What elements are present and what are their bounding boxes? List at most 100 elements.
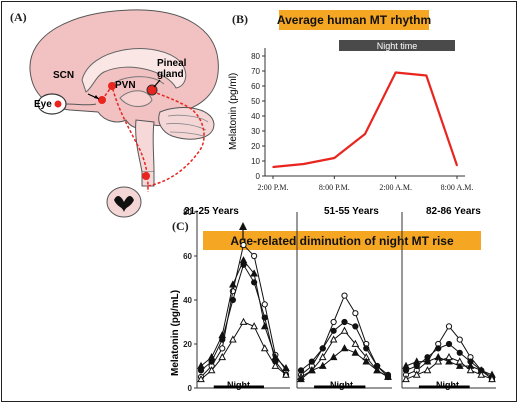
scn-arrowhead — [94, 95, 99, 99]
eye-dot — [54, 100, 62, 108]
panel-c-circle-marker — [456, 336, 463, 343]
panel-c-triangle-marker — [455, 361, 464, 369]
panel-c-triangle-marker — [207, 366, 216, 374]
sympathetic-pathway — [147, 91, 205, 187]
panel-b-x-tick-label: 2:00 A.M. — [379, 183, 412, 192]
panel-c-series-line — [300, 330, 389, 378]
panel-c-triangle-marker — [229, 280, 237, 288]
panel-b-y-tick-label: 20 — [251, 142, 260, 151]
panel-c-series-line — [200, 259, 287, 369]
panel-c-triangle-marker — [239, 256, 248, 264]
panel-b-point — [364, 133, 366, 135]
group-label-1: 21-25 Years — [184, 206, 239, 217]
panel-c-triangle-marker — [229, 335, 237, 343]
panel-c-triangle-marker — [239, 317, 248, 325]
panel-c-triangle-marker — [197, 374, 205, 383]
panel-b-point — [425, 74, 428, 77]
group-label-2: 51-55 Years — [324, 206, 379, 217]
panel-c-circle-marker — [319, 345, 326, 352]
panel-c-triangle-marker — [340, 344, 349, 352]
panel-c-triangle-marker — [434, 357, 443, 365]
panel-b-y-tick-label: 60 — [251, 82, 260, 91]
panel-b-point — [302, 163, 305, 165]
panel-c-y-tick-label: 20 — [183, 340, 192, 349]
panel-b-x-tick-label: 8:00 A.M. — [441, 183, 474, 192]
panel-b-y-tick-label: 50 — [251, 97, 260, 106]
panel-c-triangle-marker — [455, 357, 464, 365]
panel-c-circle-marker — [330, 327, 337, 334]
night-label-3: Night — [436, 380, 459, 390]
panel-c-circle-marker — [456, 349, 463, 356]
night-label-2: Night — [330, 380, 353, 390]
panel-c-circle-marker — [341, 292, 348, 299]
panel-c-circle-marker — [445, 323, 453, 330]
ganglion-dot — [142, 172, 150, 180]
panel-c-triangle-marker — [412, 370, 421, 378]
optic-nerve — [65, 103, 97, 106]
panel-c-triangle-marker — [218, 352, 227, 361]
panel-c-triangle-marker — [402, 361, 410, 369]
panel-c-peak-arrowhead — [239, 222, 247, 230]
panel-c-triangle-marker — [282, 370, 290, 378]
panel-b-y-tick-label: 0 — [256, 172, 261, 181]
panel-c-triangle-marker — [445, 357, 453, 365]
panel-c-circle-marker — [240, 241, 247, 249]
panel-c-y-tick-label: 0 — [188, 384, 193, 393]
panel-c-circle-marker — [352, 310, 359, 317]
thalamus-outline — [119, 90, 153, 107]
panel-c-triangle-marker — [351, 339, 360, 347]
pineal-label: Pineal gland — [157, 58, 187, 80]
pvn-label: PVN — [115, 80, 136, 91]
pineal-arrow — [153, 79, 161, 88]
panel-c-triangle-marker — [362, 357, 371, 365]
panel-b-y-tick-label: 10 — [251, 157, 260, 166]
panel-c-title: Age-related diminution of night MT rise — [203, 231, 481, 250]
panel-c-triangle-marker — [445, 352, 453, 361]
panel-c-triangle-marker — [351, 348, 360, 356]
panel-c-triangle-marker — [402, 374, 410, 383]
panel-c-circle-marker — [445, 340, 453, 348]
panel-c-triangle-marker — [218, 330, 227, 339]
panel-c-triangle-marker — [329, 352, 338, 361]
panel-c-circle-marker — [363, 345, 370, 352]
panel-b-label: (B) — [232, 12, 248, 26]
panel-b-title: Average human MT rhythm — [277, 10, 431, 30]
panel-c-triangle-marker — [260, 344, 269, 352]
night-label-1: Night — [227, 380, 250, 390]
panel-c-y-tick-label: 40 — [183, 296, 192, 305]
spinal-butterfly — [114, 196, 134, 212]
panel-c-circle-marker — [229, 296, 236, 304]
panel-c-triangle-marker — [250, 322, 258, 330]
panel-c-y-tick-label: 60 — [183, 252, 192, 261]
neural-pathway — [101, 84, 149, 193]
panel-c-triangle-marker — [488, 374, 496, 383]
night-time-bar: Night time — [339, 40, 455, 51]
panel-c-triangle-marker — [271, 352, 280, 361]
panel-c-triangle-marker — [340, 326, 349, 334]
panel-c-triangle-marker — [271, 361, 280, 369]
panel-c-circle-marker — [435, 345, 442, 352]
panel-b-point — [333, 157, 336, 159]
panel-c-circle-marker — [352, 323, 359, 330]
panel-c-triangle-marker — [318, 352, 327, 361]
panel-c-triangle-marker — [197, 361, 205, 369]
panel-c-triangle-marker — [308, 366, 316, 374]
panel-c-triangle-marker — [423, 366, 432, 374]
panel-b-y-tick-label: 70 — [251, 67, 260, 76]
panel-c-triangle-marker — [477, 370, 486, 378]
panel-b-x-tick-label: 2:00 P.M. — [258, 183, 289, 192]
panel-c-circle-marker — [297, 367, 305, 374]
group-label-3: 82-86 Years — [426, 206, 481, 217]
panel-b-y-tick-label: 30 — [251, 127, 260, 136]
panel-c-y-tick-label: 80 — [183, 208, 192, 217]
panel-c-triangle-marker — [423, 357, 432, 365]
panel-c-triangle-marker — [373, 366, 381, 374]
panel-c-circle-marker — [219, 345, 226, 352]
eye-label: Eye — [34, 99, 52, 110]
panel-b-point — [272, 166, 274, 168]
panel-c-circle-marker — [308, 358, 315, 365]
